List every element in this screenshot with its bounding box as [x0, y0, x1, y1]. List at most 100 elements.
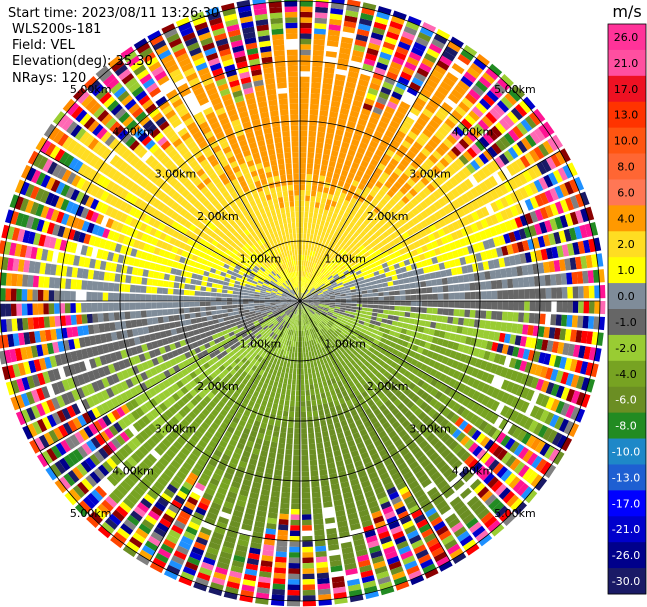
gate-cell [116, 406, 126, 418]
gate-cell [567, 286, 573, 299]
gate-cell [454, 239, 462, 249]
gate-cell [493, 353, 502, 364]
gate-cell [510, 370, 519, 382]
gate-cell [287, 304, 293, 308]
gate-cell [315, 326, 320, 332]
gate-cell [338, 152, 347, 160]
gate-cell [156, 302, 163, 309]
gate-cell [385, 202, 393, 211]
gate-cell [342, 452, 351, 460]
gate-cell [393, 167, 403, 176]
gate-cell [438, 245, 447, 254]
gate-cell [309, 310, 315, 315]
gate-cell [300, 281, 302, 288]
gate-cell [421, 307, 427, 314]
gate-cell [374, 16, 389, 26]
gate-cell [318, 336, 324, 342]
gate-cell [444, 513, 458, 524]
gate-cell [533, 179, 544, 193]
gate-cell [355, 34, 369, 42]
gate-cell [248, 322, 254, 327]
gate-cell [72, 466, 84, 480]
gate-cell [163, 468, 175, 479]
gate-cell [213, 417, 222, 426]
gate-cell [567, 162, 578, 177]
gate-cell [144, 379, 153, 389]
gate-cell [113, 531, 127, 544]
gate-cell [350, 478, 360, 486]
gate-cell [371, 266, 379, 273]
gate-cell [469, 357, 478, 367]
gate-cell [118, 360, 126, 370]
gate-cell [406, 201, 415, 210]
gate-cell [508, 129, 520, 142]
gate-cell [363, 274, 370, 280]
gate-cell [265, 468, 274, 475]
gate-cell [386, 276, 393, 282]
gate-cell [459, 509, 472, 521]
gate-cell [560, 273, 568, 285]
gate-cell [368, 429, 378, 438]
gate-cell [288, 305, 294, 310]
gate-cell [424, 462, 435, 473]
gate-cell [461, 97, 474, 109]
gate-cell [332, 144, 340, 152]
gate-cell [392, 153, 402, 163]
gate-cell [302, 584, 316, 591]
gate-cell [410, 174, 420, 184]
gate-cell [170, 499, 183, 510]
gate-cell [365, 53, 378, 62]
gate-cell [324, 303, 330, 306]
gate-cell [378, 91, 390, 101]
gate-cell [256, 587, 270, 594]
gate-cell [480, 218, 489, 229]
gate-cell [339, 241, 346, 248]
gate-cell [385, 412, 394, 421]
gate-cell [399, 186, 408, 195]
gate-cell [507, 311, 514, 322]
gate-cell [349, 228, 356, 236]
gate-cell [366, 443, 375, 452]
gate-cell [275, 322, 280, 328]
gate-cell [417, 166, 427, 176]
gate-cell [288, 411, 295, 418]
gate-cell [118, 447, 130, 459]
gate-cell [360, 178, 368, 186]
gate-cell [343, 351, 349, 358]
gate-cell [469, 414, 480, 425]
gate-cell [184, 561, 199, 571]
gate-cell [333, 399, 340, 407]
gate-cell [297, 309, 299, 315]
gate-cell [390, 139, 401, 149]
gate-cell [393, 310, 400, 316]
gate-cell [401, 490, 413, 500]
gate-cell [308, 303, 314, 306]
gate-cell [59, 315, 67, 327]
gate-cell [480, 452, 492, 464]
gate-cell [474, 184, 484, 196]
gate-cell [317, 324, 323, 330]
gate-cell [391, 348, 399, 356]
gate-cell [415, 549, 429, 560]
gate-cell [575, 408, 586, 423]
gate-cell [260, 310, 267, 314]
gate-cell [485, 67, 499, 81]
gate-cell [287, 317, 292, 323]
gate-cell [373, 21, 387, 31]
gate-cell [194, 463, 204, 472]
gate-cell [399, 36, 413, 46]
gate-cell [379, 375, 387, 383]
gate-cell [514, 189, 524, 202]
gate-cell [508, 476, 521, 489]
gate-cell [165, 434, 176, 444]
gate-cell [214, 431, 223, 440]
gate-cell [283, 470, 292, 477]
gate-cell [525, 375, 534, 387]
gate-cell [571, 390, 581, 404]
gate-cell [324, 67, 335, 74]
gate-cell [342, 371, 349, 378]
gate-cell [305, 352, 309, 358]
gate-cell [305, 190, 311, 196]
gate-cell [389, 232, 397, 240]
gate-cell [325, 251, 331, 258]
